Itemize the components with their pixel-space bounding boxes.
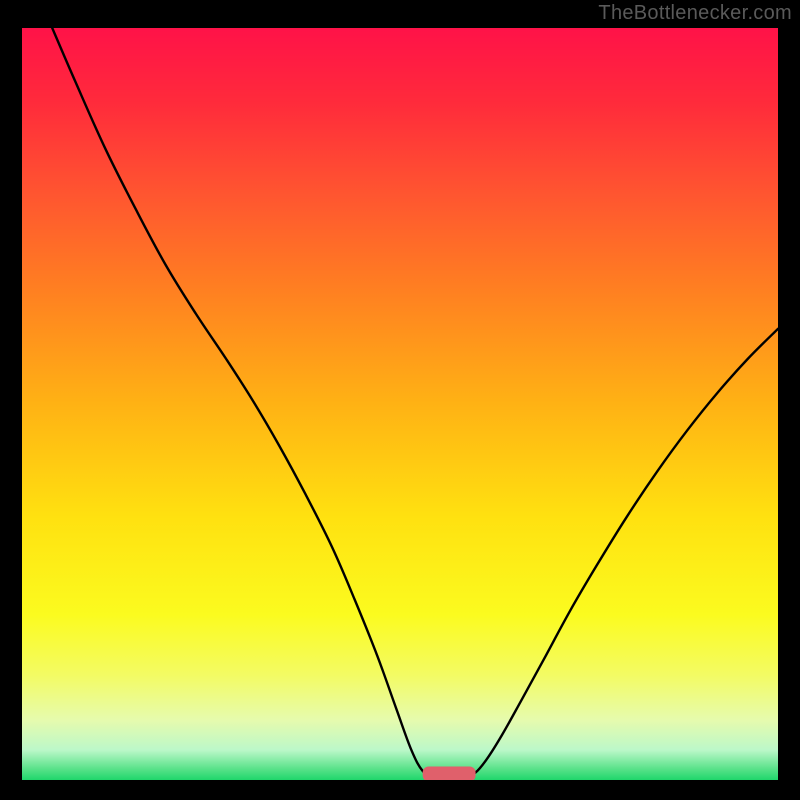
gradient-background (22, 28, 778, 780)
chart-svg (22, 28, 778, 780)
bottleneck-chart: TheBottlenecker.com (0, 0, 800, 800)
plot-area (22, 28, 778, 780)
watermark-label: TheBottlenecker.com (598, 2, 792, 25)
optimal-marker (423, 766, 476, 780)
